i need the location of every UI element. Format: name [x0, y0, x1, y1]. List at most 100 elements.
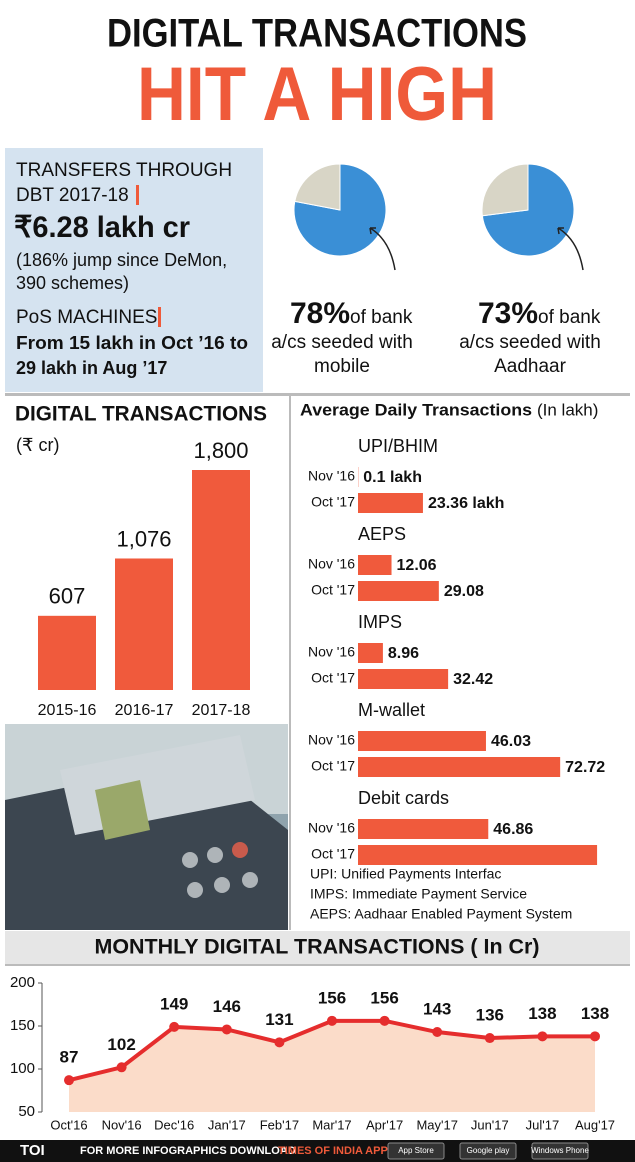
row-label: Oct '17	[311, 494, 355, 510]
x-tick-label: Dec'16	[154, 1117, 194, 1132]
point	[327, 1015, 337, 1026]
title-line1: DIGITAL TRANSACTIONS	[107, 12, 527, 56]
point	[432, 1027, 443, 1038]
pie-slice	[294, 163, 341, 211]
x-tick-label: Aug'17	[575, 1117, 615, 1132]
pie-caption: mobile	[314, 356, 370, 377]
dbt-heading: DBT 2017-18	[16, 185, 129, 206]
point-label: 136	[476, 1006, 504, 1025]
bar	[358, 555, 392, 575]
bar	[358, 731, 486, 751]
point-label: 131	[265, 1010, 293, 1029]
point-label: 143	[423, 1000, 451, 1019]
pos-heading: PoS MACHINES	[16, 307, 157, 328]
bar	[358, 819, 489, 839]
row-label: Nov '16	[308, 556, 355, 572]
chart-title: DIGITAL TRANSACTIONS	[15, 403, 267, 426]
x-tick-label: May'17	[416, 1117, 458, 1132]
point-label: 149	[160, 994, 188, 1013]
divider	[136, 185, 139, 205]
group-label: AEPS	[358, 524, 406, 544]
bar	[358, 845, 598, 865]
badge	[531, 1142, 589, 1160]
note: IMPS: Immediate Payment Service	[310, 886, 527, 902]
x-tick-label: Mar'17	[312, 1117, 351, 1132]
x-tick-label: Apr'17	[366, 1117, 403, 1132]
x-tick-label: 2015-16	[38, 702, 97, 719]
bar	[358, 581, 439, 601]
row-label: Oct '17	[311, 670, 355, 686]
y-tick-label: 50	[18, 1103, 35, 1120]
badge-text[interactable]: App Store	[398, 1146, 434, 1155]
footer-app: TIMES OF INDIA APP	[278, 1145, 388, 1157]
bar-value-label: 23.36 lakh	[428, 495, 505, 512]
line-header	[5, 931, 630, 964]
x-tick-label: Nov'16	[102, 1117, 142, 1132]
point	[484, 1033, 495, 1044]
pie-value-label: 73%	[478, 297, 538, 330]
footer-logo: TOI	[20, 1142, 45, 1159]
x-tick-label: Jun'17	[471, 1117, 509, 1132]
point	[116, 1062, 127, 1073]
bar-value-label: 32.42	[453, 671, 493, 688]
separator	[5, 964, 630, 966]
row-label: Nov '16	[308, 468, 355, 484]
bar	[358, 493, 423, 513]
bar	[115, 558, 173, 690]
chart-subtitle: (₹ cr)	[16, 435, 59, 455]
point-label: 138	[581, 1004, 609, 1023]
pie-caption: of bank	[350, 307, 413, 328]
group-label: IMPS	[358, 612, 402, 632]
row-label: Nov '16	[308, 644, 355, 660]
bar-value-label: 1,076	[116, 526, 171, 551]
point-label: 146	[213, 997, 241, 1016]
row-label: Oct '17	[311, 846, 355, 862]
point	[379, 1015, 390, 1026]
pie-slice	[481, 163, 529, 217]
x-tick-label: Feb'17	[260, 1117, 299, 1132]
bar	[192, 470, 250, 690]
y-tick-label: 100	[10, 1060, 35, 1077]
title-line2: HIT A HIGH	[137, 52, 497, 137]
x-tick-label: Jul'17	[526, 1117, 560, 1132]
x-tick-label: 2017-18	[192, 702, 251, 719]
pos-text: From 15 lakh in Oct ’16 to	[16, 333, 248, 353]
bar-value-label: 46.03	[491, 733, 531, 750]
point	[537, 1031, 548, 1042]
x-tick-label: Jan'17	[208, 1117, 246, 1132]
pie-caption: of bank	[538, 307, 601, 328]
pointer-arrow	[369, 227, 396, 271]
chart-subtitle: (In lakh)	[537, 400, 598, 419]
bar	[38, 615, 96, 690]
separator	[289, 396, 291, 930]
group-label: Debit cards	[358, 788, 449, 808]
point	[169, 1021, 180, 1032]
bar-value-label: 607	[49, 584, 86, 609]
badge-text[interactable]: Google play	[467, 1146, 510, 1155]
photo	[5, 724, 288, 930]
chart-title: Average Daily Transactions	[300, 400, 532, 419]
row-label: Oct '17	[311, 758, 355, 774]
y-tick-label: 200	[10, 974, 35, 991]
row-label: Nov '16	[308, 820, 355, 836]
divider	[158, 307, 161, 327]
dbt-box	[5, 148, 263, 392]
point-label: 102	[107, 1035, 135, 1054]
bar-value-label: 72.72	[565, 759, 605, 776]
dbt-note: 390 schemes)	[16, 273, 129, 293]
bar	[358, 643, 383, 663]
point	[64, 1075, 74, 1086]
bar-value-label: 46.86	[493, 821, 533, 838]
badge-text[interactable]: Windows Phone	[531, 1146, 589, 1155]
pie-caption: Aadhaar	[494, 356, 567, 377]
pie-caption: a/cs seeded with	[271, 332, 413, 353]
point	[221, 1024, 232, 1035]
note: UPI: Unified Payments Interfac	[310, 866, 501, 882]
bar-value-label: 1,800	[193, 438, 248, 463]
group-label: M-wallet	[358, 700, 425, 720]
bar-value-label: 8.96	[388, 645, 419, 662]
bar	[358, 757, 561, 777]
badge	[387, 1142, 445, 1160]
pos-text: 29 lakh in Aug ’17	[16, 358, 167, 378]
point-label: 156	[370, 988, 398, 1007]
